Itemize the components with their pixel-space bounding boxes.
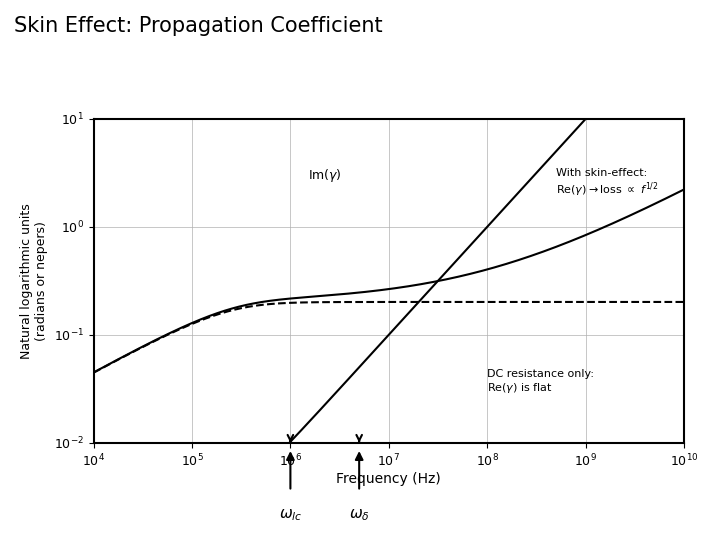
Y-axis label: Natural logarithmic units
(radians or nepers): Natural logarithmic units (radians or ne… [20,203,48,359]
Text: With skin-effect:
Re($\gamma$)$\rightarrow$loss $\propto$ $f^{1/2}$: With skin-effect: Re($\gamma$)$\rightarr… [556,168,659,199]
Text: $\omega_{\delta}$: $\omega_{\delta}$ [348,508,369,523]
X-axis label: Frequency (Hz): Frequency (Hz) [336,472,441,486]
Text: Im($\gamma$): Im($\gamma$) [308,167,341,184]
Text: DC resistance only:
Re($\gamma$) is flat: DC resistance only: Re($\gamma$) is flat [487,369,594,395]
Text: $\omega_{lc}$: $\omega_{lc}$ [279,508,302,523]
Text: Skin Effect: Propagation Coefficient: Skin Effect: Propagation Coefficient [14,16,383,36]
